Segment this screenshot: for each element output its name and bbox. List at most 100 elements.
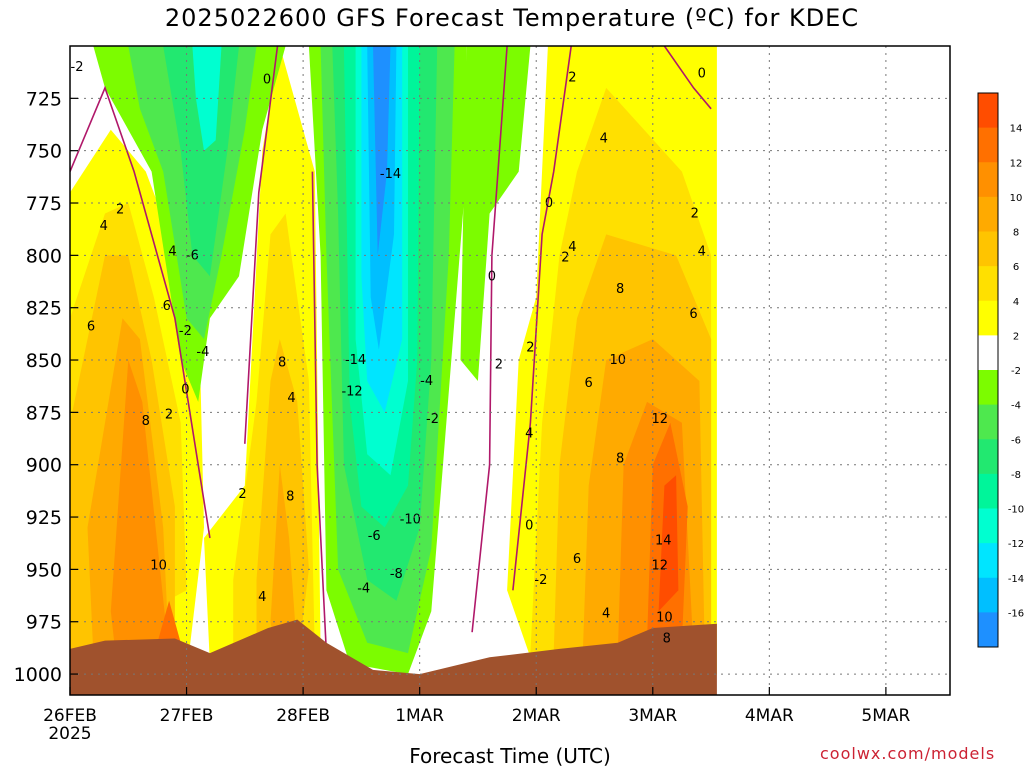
x-tick-label: 3MAR bbox=[628, 706, 677, 726]
colorbar-swatch bbox=[978, 196, 998, 232]
contour-label: 0 bbox=[525, 519, 533, 534]
x-tick-label: 5MAR bbox=[861, 706, 910, 726]
x-tick-label: 4MAR bbox=[745, 706, 794, 726]
colorbar-swatch bbox=[978, 577, 998, 613]
contour-label: 10 bbox=[656, 611, 673, 626]
contour-label: -4 bbox=[357, 581, 370, 596]
colorbar-label: 4 bbox=[1013, 297, 1019, 308]
contour-label: 8 bbox=[278, 355, 286, 370]
y-tick-label: 725 bbox=[26, 88, 62, 110]
zero-contour-line bbox=[244, 46, 279, 444]
contour-label: 10 bbox=[150, 558, 167, 573]
colorbar-swatch bbox=[978, 93, 998, 129]
cold-region-m6 bbox=[163, 46, 239, 277]
contour-label: -14 bbox=[380, 167, 401, 182]
x-tick-label: 26FEB bbox=[43, 706, 97, 726]
source-credit: coolwx.com/models bbox=[820, 744, 996, 763]
contour-label: 6 bbox=[573, 552, 581, 567]
colorbar-label: 10 bbox=[1010, 193, 1023, 204]
contour-label: -2 bbox=[534, 573, 547, 588]
y-tick-label: 775 bbox=[26, 193, 62, 215]
y-tick-label: 975 bbox=[26, 612, 62, 634]
colorbar-label: -6 bbox=[1011, 435, 1021, 446]
contour-label: 2 bbox=[495, 357, 503, 372]
contour-label: 8 bbox=[616, 282, 624, 297]
colorbar-label: 12 bbox=[1010, 158, 1023, 169]
x-tick-label: 1MAR bbox=[395, 706, 444, 726]
contour-label: 4 bbox=[568, 240, 576, 255]
contour-label: 2 bbox=[165, 408, 173, 423]
y-tick-label: 900 bbox=[26, 455, 62, 477]
y-tick-label: 850 bbox=[26, 350, 62, 372]
contour-label: -2 bbox=[71, 60, 84, 75]
colorbar-label: 6 bbox=[1013, 262, 1019, 273]
contour-label: 12 bbox=[652, 558, 669, 573]
contour-label: 8 bbox=[663, 632, 671, 647]
contour-label: 4 bbox=[100, 219, 108, 234]
colorbar-label: -2 bbox=[1011, 366, 1021, 377]
contour-label: -2 bbox=[426, 412, 439, 427]
colorbar-swatch bbox=[978, 231, 998, 267]
contour-label: 2 bbox=[561, 251, 569, 266]
contour-label: 6 bbox=[163, 299, 171, 314]
zero-contour-line bbox=[512, 46, 572, 591]
warm-region-10 bbox=[110, 360, 166, 664]
contour-label: 4 bbox=[698, 244, 706, 259]
contour-label: 0 bbox=[698, 66, 706, 81]
contour-label: 0 bbox=[488, 269, 496, 284]
y-tick-label: 925 bbox=[26, 507, 62, 529]
contour-label: 2 bbox=[116, 202, 124, 217]
x-tick-label: 2MAR bbox=[512, 706, 561, 726]
colorbar-label: 2 bbox=[1013, 331, 1019, 342]
colorbar-label: -10 bbox=[1008, 505, 1024, 516]
colorbar-frame bbox=[977, 92, 999, 648]
contour-label: -14 bbox=[345, 353, 366, 368]
y-tick-label: 825 bbox=[26, 298, 62, 320]
colorbar-swatch bbox=[978, 439, 998, 475]
colorbar-swatch bbox=[978, 335, 998, 371]
colorbar-label: -12 bbox=[1008, 539, 1024, 550]
contour-label: 0 bbox=[263, 73, 271, 88]
contour-label: 2 bbox=[568, 71, 576, 86]
contour-label: -2 bbox=[179, 324, 192, 339]
colorbar-label: -8 bbox=[1011, 470, 1021, 481]
temperature-field: -2-8-6-2-40224466810848240-14-14-12-6-4-… bbox=[70, 35, 950, 695]
colorbar-swatch bbox=[978, 612, 998, 648]
y-tick-label: 800 bbox=[26, 245, 62, 267]
contour-label: -6 bbox=[186, 249, 199, 264]
colorbar-swatch bbox=[978, 300, 998, 336]
contour-label: -8 bbox=[124, 35, 137, 50]
y-tick-label: 875 bbox=[26, 402, 62, 424]
contour-label: 12 bbox=[652, 412, 669, 427]
plot-frame bbox=[69, 45, 951, 696]
contour-label: 14 bbox=[655, 533, 672, 548]
contour-label: 10 bbox=[610, 353, 627, 368]
x-axis-label: Forecast Time (UTC) bbox=[409, 744, 611, 768]
contour-label: 6 bbox=[689, 307, 697, 322]
colorbar-swatch bbox=[978, 473, 998, 509]
y-tick-label: 1000 bbox=[14, 664, 62, 686]
colorbar-label: -4 bbox=[1011, 401, 1021, 412]
zero-contour-line bbox=[663, 46, 712, 110]
contour-label: 4 bbox=[600, 131, 608, 146]
contour-label: 8 bbox=[142, 414, 150, 429]
zero-contour-line bbox=[311, 171, 328, 654]
colorbar-swatch bbox=[978, 508, 998, 544]
colorbar-swatch bbox=[978, 370, 998, 406]
contour-label: 4 bbox=[258, 590, 266, 605]
chart-title: 2025022600 GFS Forecast Temperature (ºC)… bbox=[164, 4, 860, 32]
colorbar-label: 14 bbox=[1010, 124, 1023, 135]
contour-label: 2 bbox=[526, 341, 534, 356]
contour-label: 4 bbox=[525, 426, 533, 441]
contour-label: 8 bbox=[286, 489, 294, 504]
ground-terrain bbox=[70, 619, 717, 695]
colorbar-swatch bbox=[978, 162, 998, 198]
contour-label: 2 bbox=[691, 207, 699, 222]
contour-label: 8 bbox=[616, 452, 624, 467]
colorbar-label: -14 bbox=[1008, 574, 1024, 585]
colorbar-swatch bbox=[978, 127, 998, 163]
contour-label: 6 bbox=[87, 320, 95, 335]
colorbar-swatch bbox=[978, 543, 998, 579]
contour-label: 0 bbox=[545, 196, 553, 211]
